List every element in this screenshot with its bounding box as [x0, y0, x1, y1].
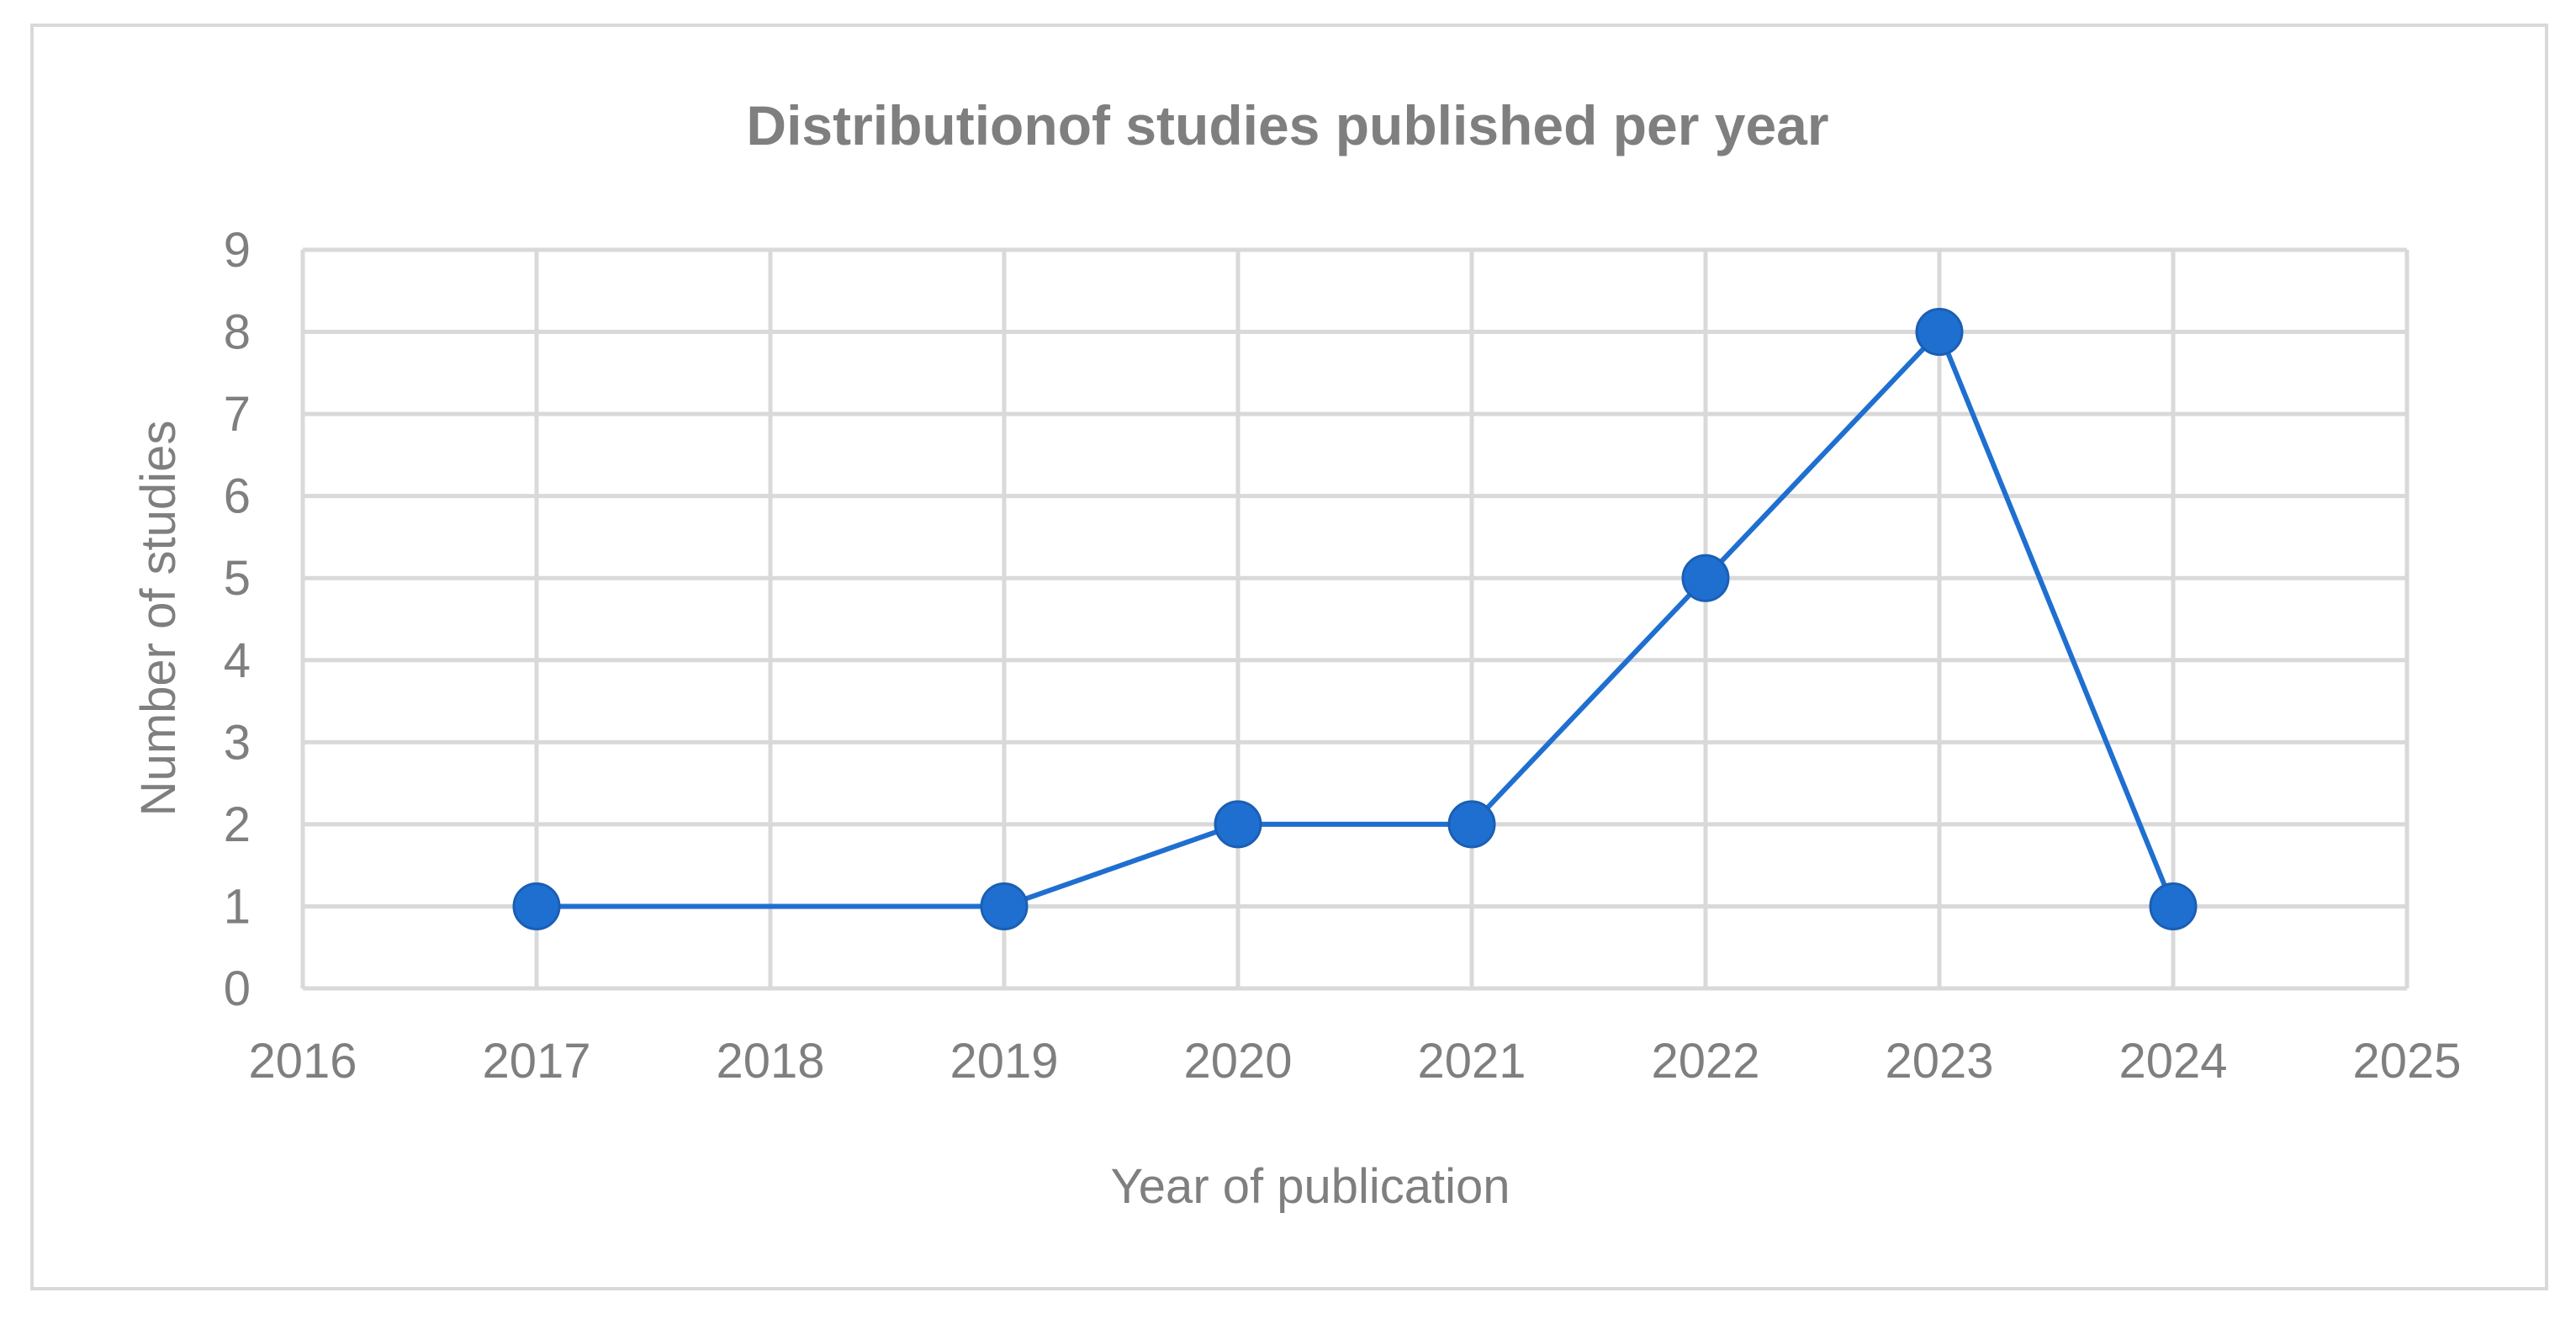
x-tick-label: 2017: [482, 1034, 590, 1089]
series-line: [537, 329, 2176, 909]
y-tick-label: 2: [224, 797, 251, 852]
x-axis-label: Year of publication: [1110, 1159, 1510, 1214]
gridlines: [300, 247, 2409, 991]
data-point: [1447, 800, 1496, 849]
y-tick-label: 6: [224, 469, 251, 524]
series-lines: [537, 329, 2176, 909]
x-tick-label: 2020: [1183, 1034, 1292, 1089]
data-point: [1915, 308, 1964, 357]
y-tick-label: 9: [224, 223, 251, 278]
y-axis-label: Number of studies: [131, 421, 186, 817]
data-point: [980, 882, 1029, 930]
x-tick-label: 2021: [1417, 1034, 1526, 1089]
data-point: [1214, 800, 1262, 849]
x-axis-ticks: 2016 2017 2018 2019 2020 2021 2022 2023 2024 2025: [248, 1034, 2461, 1089]
x-tick-label: 2023: [1885, 1034, 1993, 1089]
y-axis-ticks: 0 1 2 3 4 5 6 7 8 9: [224, 223, 251, 1016]
x-tick-label: 2022: [1651, 1034, 1759, 1089]
x-tick-label: 2018: [716, 1034, 824, 1089]
data-point: [512, 882, 561, 930]
x-tick-label: 2024: [2118, 1034, 2227, 1089]
y-tick-label: 4: [224, 633, 251, 688]
y-tick-label: 7: [224, 387, 251, 442]
chart-title: Distributionof studies published per yea…: [746, 94, 1828, 156]
data-point: [1681, 554, 1730, 602]
chart-frame: [30, 24, 2548, 1290]
y-tick-label: 3: [224, 715, 251, 770]
x-tick-label: 2019: [949, 1034, 1058, 1089]
x-tick-label: 2016: [248, 1034, 357, 1089]
y-tick-label: 5: [224, 551, 251, 606]
x-tick-label: 2025: [2352, 1034, 2461, 1089]
y-tick-label: 0: [224, 961, 251, 1016]
series-points: [512, 308, 2198, 930]
data-point: [2149, 882, 2198, 930]
y-tick-label: 1: [224, 879, 251, 934]
y-tick-label: 8: [224, 305, 251, 360]
